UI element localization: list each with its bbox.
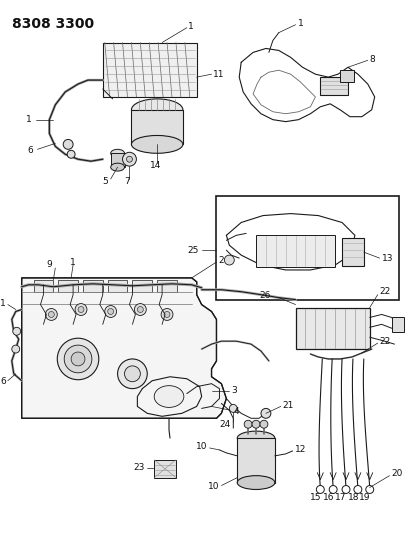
Bar [295, 308, 369, 349]
Text: 19: 19 [358, 493, 370, 502]
Text: 22: 22 [379, 337, 390, 346]
Text: 1: 1 [187, 22, 193, 31]
Circle shape [48, 311, 54, 318]
Text: 15: 15 [309, 493, 320, 502]
Text: 21: 21 [282, 401, 293, 410]
Circle shape [104, 305, 116, 318]
Circle shape [261, 408, 270, 418]
Circle shape [328, 486, 336, 494]
Circle shape [252, 420, 259, 428]
Text: 11: 11 [212, 70, 223, 79]
Circle shape [137, 306, 143, 312]
Bar [157, 280, 177, 292]
Text: 2: 2 [218, 255, 224, 264]
Bar [391, 318, 403, 332]
Text: 16: 16 [322, 493, 333, 502]
Circle shape [63, 140, 73, 149]
Circle shape [353, 486, 361, 494]
Text: 1: 1 [297, 19, 303, 28]
Ellipse shape [237, 475, 274, 489]
Bar [255, 236, 334, 267]
Bar [319, 77, 347, 95]
Circle shape [341, 486, 349, 494]
Text: 10: 10 [196, 442, 207, 451]
Text: 8308 3300: 8308 3300 [12, 17, 94, 31]
Text: 1: 1 [70, 257, 76, 266]
Bar [216, 196, 398, 300]
Ellipse shape [154, 386, 183, 407]
Circle shape [75, 304, 87, 316]
Text: 17: 17 [335, 493, 346, 502]
Text: 12: 12 [294, 446, 305, 455]
Bar [154, 460, 175, 478]
Ellipse shape [131, 99, 182, 120]
Text: 20: 20 [391, 469, 402, 478]
Circle shape [161, 309, 173, 320]
Ellipse shape [117, 359, 147, 389]
Circle shape [78, 306, 84, 312]
Ellipse shape [131, 135, 182, 154]
Text: 9: 9 [46, 260, 52, 269]
Ellipse shape [71, 352, 85, 366]
Text: 13: 13 [381, 254, 392, 263]
Text: 25: 25 [187, 246, 198, 255]
Circle shape [134, 304, 146, 316]
Text: 10: 10 [207, 482, 219, 491]
Text: 5: 5 [103, 177, 108, 187]
Circle shape [67, 150, 75, 158]
Ellipse shape [57, 338, 99, 379]
Ellipse shape [110, 149, 124, 157]
Ellipse shape [124, 366, 140, 382]
Text: 23: 23 [133, 463, 144, 472]
Ellipse shape [110, 163, 124, 171]
Bar [131, 110, 182, 144]
Circle shape [122, 152, 136, 166]
Circle shape [126, 156, 132, 162]
Ellipse shape [237, 431, 274, 445]
Text: 18: 18 [347, 493, 359, 502]
Bar [132, 280, 152, 292]
Bar [83, 280, 103, 292]
Text: 1: 1 [0, 299, 6, 308]
Bar [237, 438, 274, 482]
Text: 6: 6 [0, 377, 6, 386]
Bar [339, 70, 353, 82]
Circle shape [365, 486, 373, 494]
Circle shape [164, 311, 170, 318]
Text: 26: 26 [259, 291, 270, 300]
Ellipse shape [64, 345, 92, 373]
Text: 7: 7 [124, 177, 130, 187]
Circle shape [108, 309, 113, 314]
Bar [58, 280, 78, 292]
Text: 4: 4 [233, 407, 238, 416]
Circle shape [45, 309, 57, 320]
Bar [110, 154, 124, 167]
Text: 1: 1 [26, 115, 31, 124]
Circle shape [13, 327, 20, 335]
Bar [34, 280, 53, 292]
Circle shape [244, 420, 252, 428]
Circle shape [229, 405, 237, 413]
Circle shape [224, 255, 234, 265]
Polygon shape [22, 278, 226, 418]
Circle shape [12, 345, 20, 353]
Text: 14: 14 [150, 160, 161, 169]
Text: 22: 22 [379, 287, 390, 296]
Text: 3: 3 [231, 386, 236, 395]
Bar [103, 43, 196, 97]
Circle shape [259, 420, 267, 428]
Bar [341, 238, 363, 266]
Circle shape [316, 486, 324, 494]
Bar [108, 280, 127, 292]
Text: 6: 6 [28, 146, 34, 155]
Text: 24: 24 [219, 419, 230, 429]
Text: 8: 8 [369, 55, 375, 64]
